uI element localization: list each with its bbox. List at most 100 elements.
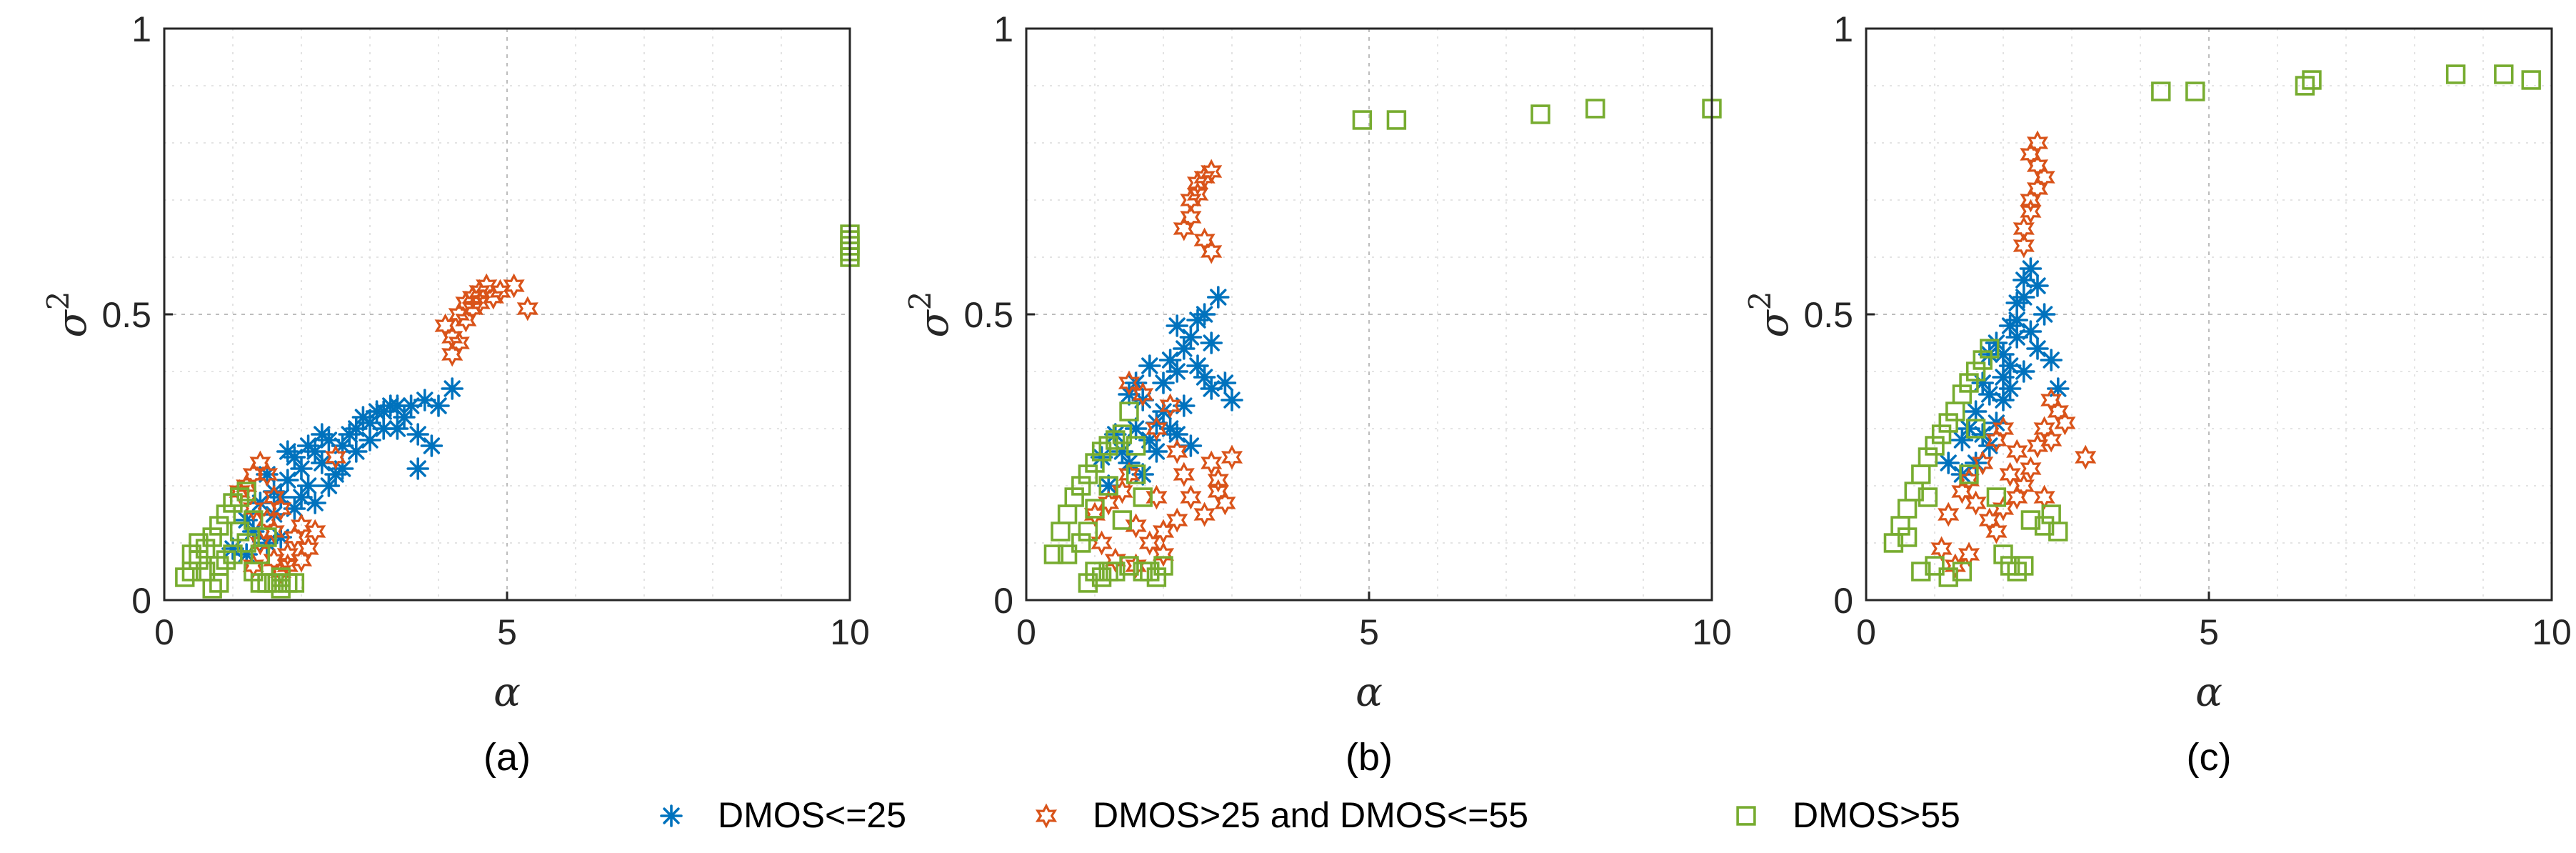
data-point [1071, 476, 1091, 496]
x-tick-label: 10 [1692, 612, 1732, 652]
data-point [1146, 416, 1168, 442]
legend-item: DMOS<=25 [660, 795, 906, 835]
data-point [2521, 70, 2541, 90]
data-point [359, 429, 381, 452]
data-point [1085, 499, 1105, 519]
x-axis-label: α [493, 669, 521, 716]
data-point [271, 579, 291, 599]
x-tick-label: 10 [2532, 612, 2572, 652]
data-point [2019, 257, 2043, 280]
data-point [2000, 556, 2020, 576]
data-point [2033, 164, 2055, 190]
data-point [1166, 507, 1188, 533]
data-point [2302, 70, 2322, 90]
data-point [250, 544, 271, 564]
data-point [1112, 424, 1133, 444]
grid [1026, 29, 1712, 600]
data-point [1186, 354, 1209, 377]
data-point [2048, 522, 2068, 542]
data-point [1138, 354, 1161, 377]
data-point [324, 444, 347, 470]
data-point [1897, 499, 1918, 519]
data-point [1944, 553, 1966, 579]
data-point [2033, 484, 2055, 510]
data-point [229, 522, 250, 542]
data-point [1352, 110, 1373, 130]
data-point [284, 573, 305, 593]
data-point [2005, 326, 2028, 349]
data-point [276, 469, 299, 492]
panel-label: (b) [1345, 736, 1393, 779]
data-point [229, 487, 250, 507]
data-point [290, 457, 313, 480]
data-point [244, 510, 264, 530]
data-point [1152, 519, 1175, 544]
data-point [1980, 339, 2000, 359]
data-point [221, 537, 244, 560]
panel-label: (c) [2187, 736, 2232, 779]
legend-label: DMOS<=25 [718, 795, 906, 835]
data-point [270, 559, 292, 584]
data-point [1945, 401, 1965, 421]
data-point [372, 417, 396, 440]
y-tick-label: 0.5 [963, 295, 1013, 335]
series-2 [229, 273, 538, 584]
x-axis-label: α [1355, 669, 1383, 716]
data-point [2295, 76, 2315, 96]
data-point [1200, 331, 1223, 354]
data-point [1112, 510, 1133, 530]
data-point [2026, 337, 2049, 360]
data-point [223, 493, 243, 513]
y-axis-label-base: σ [911, 309, 958, 337]
data-point [1098, 476, 1118, 496]
data-point [2445, 64, 2466, 84]
data-point [1104, 423, 1127, 446]
panel-a: 0 5 10 0 0.5 1 α σ2 (a) [41, 9, 870, 779]
data-point [1971, 423, 1994, 446]
data-point [1145, 440, 1168, 463]
data-point [1132, 381, 1154, 407]
data-point [1221, 444, 1243, 470]
y-axis-label: σ2 [41, 291, 96, 338]
data-point [1952, 384, 1973, 404]
data-point [441, 341, 463, 367]
data-point [216, 504, 236, 524]
x-tick-label: 5 [497, 612, 517, 652]
data-point [1938, 413, 1958, 433]
data-point [1911, 562, 1931, 582]
data-point [195, 539, 216, 559]
data-point [1098, 562, 1118, 582]
data-point [1193, 164, 1216, 190]
data-point [1186, 170, 1209, 196]
x-tick-label: 0 [1856, 612, 1876, 652]
data-point [2185, 81, 2205, 101]
series-2 [1930, 130, 2097, 579]
legend-item: DMOS>25 and DMOS<=55 [1035, 795, 1528, 835]
data-point [189, 533, 209, 553]
legend-marker [660, 804, 683, 827]
y-tick-label: 0 [993, 581, 1013, 621]
data-point [1064, 487, 1084, 507]
y-tick-label: 1 [1833, 9, 1853, 49]
data-point [1959, 373, 1979, 393]
data-point [2020, 187, 2042, 213]
data-point [1146, 567, 1167, 587]
data-point [1146, 484, 1168, 510]
data-point [1386, 110, 1407, 130]
data-point [1207, 479, 1229, 504]
data-point [202, 527, 222, 547]
data-point [1978, 343, 2001, 366]
data-point [2006, 484, 2028, 510]
data-point [1992, 366, 2015, 389]
legend: DMOS<=25 DMOS>25 and DMOS<=55 DMOS>55 [660, 795, 1960, 835]
data-point [1173, 462, 1195, 487]
y-tick-label: 1 [131, 9, 151, 49]
data-point [1911, 464, 1931, 484]
data-point [1166, 360, 1188, 383]
data-point [1078, 522, 1098, 542]
data-point [271, 567, 291, 587]
data-point [1201, 450, 1223, 476]
y-axis-label: σ2 [903, 291, 958, 338]
data-point [1098, 436, 1118, 456]
